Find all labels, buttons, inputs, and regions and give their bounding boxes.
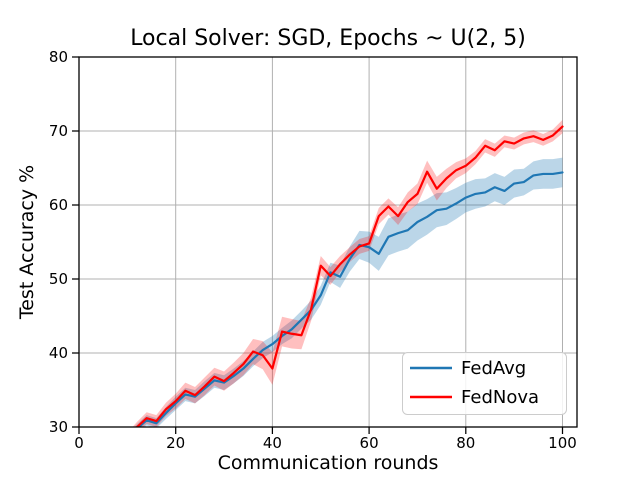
series-line-fedavg — [137, 171, 564, 427]
y-tick-label: 60 — [49, 196, 68, 214]
x-tick-labels: 0 20 40 60 80 100 — [74, 434, 577, 452]
y-tick-label: 80 — [49, 48, 68, 66]
x-tick-label: 0 — [74, 434, 84, 452]
series-lines — [135, 125, 564, 427]
x-tick-label: 20 — [166, 434, 185, 452]
confidence-band-fednova — [132, 119, 563, 427]
y-tick-label: 40 — [49, 344, 68, 362]
x-axis-label: Communication rounds — [218, 452, 439, 474]
x-tick-label: 40 — [263, 434, 282, 452]
y-tick-label: 70 — [49, 122, 68, 140]
legend-label-fednova: FedNova — [461, 387, 539, 408]
y-axis-label: Test Accuracy % — [16, 165, 38, 320]
y-tick-labels: 30 40 50 60 70 80 — [49, 48, 68, 436]
x-tick-label: 100 — [548, 434, 577, 452]
chart-title: Local Solver: SGD, Epochs ~ U(2, 5) — [130, 26, 526, 51]
y-tick-label: 50 — [49, 270, 68, 288]
legend: FedAvg FedNova — [402, 352, 567, 415]
series-line-fednova — [135, 125, 564, 427]
x-tick-label: 60 — [360, 434, 379, 452]
y-tick-label: 30 — [49, 418, 68, 436]
axis-tick-marks — [72, 56, 564, 434]
x-tick-label: 80 — [456, 434, 475, 452]
legend-label-fedavg: FedAvg — [461, 358, 526, 379]
plot-border — [78, 56, 578, 428]
